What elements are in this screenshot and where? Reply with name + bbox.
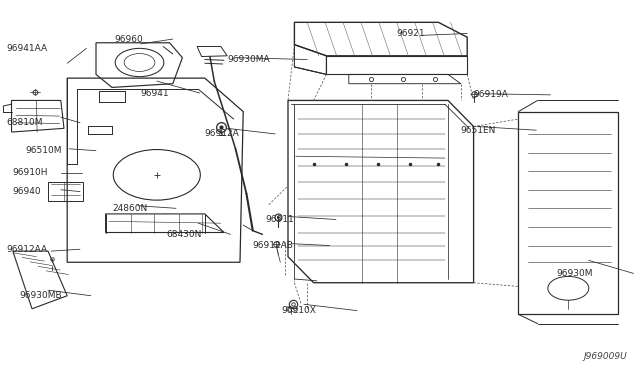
Text: 68810M: 68810M (6, 118, 43, 127)
Text: 96960: 96960 (114, 35, 143, 44)
Text: 96910X: 96910X (282, 306, 316, 315)
Text: 96930M: 96930M (557, 269, 593, 278)
Text: 96930MB: 96930MB (19, 291, 62, 300)
Text: 68430N: 68430N (166, 230, 202, 239)
Text: 96912AB: 96912AB (253, 241, 294, 250)
Text: 96910H: 96910H (13, 169, 48, 177)
Text: J969009U: J969009U (584, 352, 627, 361)
Text: 96941: 96941 (141, 89, 170, 97)
Text: 24860N: 24860N (112, 204, 147, 213)
Text: 96919A: 96919A (474, 90, 508, 99)
Text: 96510M: 96510M (26, 146, 62, 155)
Text: 9651EN: 9651EN (461, 126, 496, 135)
Text: 96940: 96940 (13, 187, 42, 196)
Text: 96941AA: 96941AA (6, 44, 47, 53)
Text: 96912A: 96912A (205, 129, 239, 138)
Text: 96912AA: 96912AA (6, 245, 47, 254)
Text: 96930MA: 96930MA (227, 55, 270, 64)
Text: 96921: 96921 (397, 29, 426, 38)
Text: 96911: 96911 (266, 215, 294, 224)
